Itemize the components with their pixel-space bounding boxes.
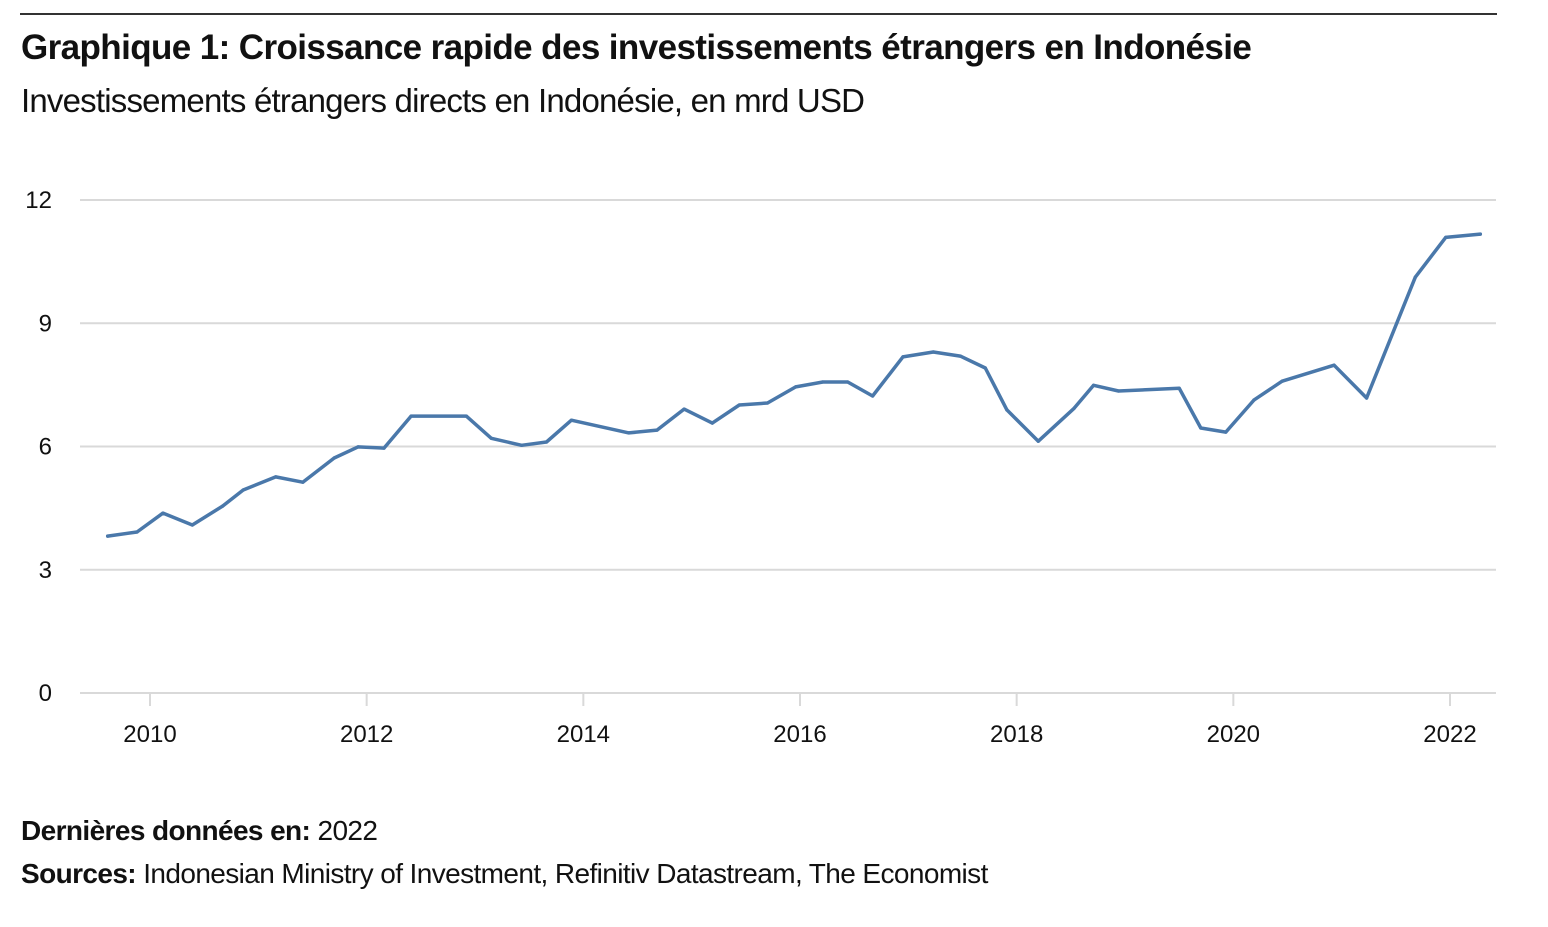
data-point (1444, 235, 1448, 239)
data-point (682, 407, 686, 411)
data-point (356, 445, 360, 449)
data-point (1478, 232, 1482, 236)
data-point (464, 414, 468, 418)
data-point (627, 431, 631, 435)
data-point (520, 443, 524, 447)
data-point (821, 380, 825, 384)
sources-label: Sources: (21, 858, 137, 889)
latest-data-label: Dernières données en: (21, 815, 311, 846)
y-axis: 0 3 6 9 12 (25, 187, 52, 707)
data-point (135, 530, 139, 534)
data-point (1092, 383, 1096, 387)
data-point (931, 350, 935, 354)
data-point (106, 534, 110, 538)
data-point (1332, 363, 1336, 367)
sources-note: Sources: Indonesian Ministry of Investme… (21, 858, 988, 890)
chart-title: Graphique 1: Croissance rapide des inves… (21, 28, 1252, 67)
x-tick-label: 2018 (990, 721, 1043, 748)
data-point (274, 475, 278, 479)
data-point (846, 380, 850, 384)
data-point (765, 401, 770, 405)
y-tick-label: 9 (39, 310, 52, 337)
data-point (1199, 426, 1203, 430)
data-point (983, 366, 987, 370)
data-point (1036, 439, 1040, 443)
data-point (544, 440, 549, 444)
x-axis: 2010 2012 2014 2016 2018 2020 2022 (123, 693, 1477, 748)
latest-data-value: 2022 (317, 815, 378, 846)
gridlines (80, 199, 1496, 694)
data-point (161, 511, 165, 515)
data-point (1224, 430, 1228, 434)
data-point (1072, 406, 1076, 410)
data-point (332, 456, 336, 460)
data-point (710, 421, 714, 425)
y-tick-label: 6 (39, 434, 52, 461)
data-point (301, 480, 305, 484)
data-point (737, 403, 741, 407)
data-point (489, 436, 493, 440)
series-line (105, 232, 1483, 538)
series-group (105, 232, 1483, 538)
data-point (871, 394, 875, 398)
sources-value: Indonesian Ministry of Investment, Refin… (143, 858, 988, 889)
y-tick-label: 3 (39, 557, 52, 584)
data-point (1005, 408, 1009, 412)
x-tick-label: 2016 (773, 721, 826, 748)
y-tick-label: 0 (39, 680, 52, 707)
chart-subtitle: Investissements étrangers directs en Ind… (21, 82, 865, 119)
latest-data-note: Dernières données en: 2022 (21, 815, 378, 847)
data-point (382, 446, 386, 450)
x-tick-label: 2012 (340, 721, 393, 748)
y-tick-label: 12 (25, 187, 52, 214)
data-point (1177, 386, 1181, 390)
data-point (190, 523, 194, 527)
data-point (901, 355, 905, 359)
data-point (1413, 275, 1417, 279)
data-point (221, 504, 225, 508)
data-point (241, 488, 245, 492)
data-point (958, 354, 962, 358)
x-tick-label: 2010 (123, 721, 176, 748)
data-point (1116, 389, 1121, 393)
top-rule (20, 13, 1497, 15)
data-point (409, 414, 413, 418)
x-tick-label: 2020 (1207, 721, 1260, 748)
data-point (1280, 379, 1284, 383)
data-point (655, 428, 659, 432)
data-point (794, 385, 798, 389)
x-tick-label: 2014 (557, 721, 610, 748)
data-point (1252, 398, 1256, 402)
data-point (1365, 396, 1369, 400)
data-point (569, 418, 574, 422)
x-tick-label: 2022 (1423, 721, 1476, 748)
